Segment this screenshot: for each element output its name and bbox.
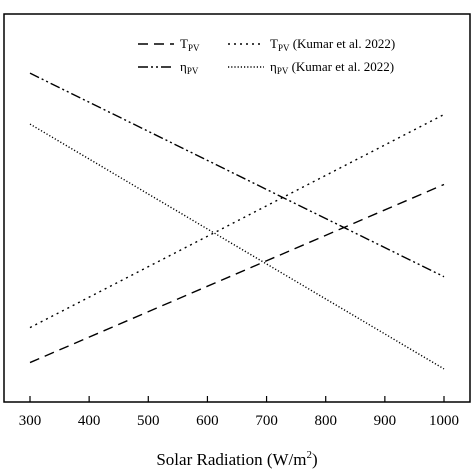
x-axis-ticks: 300 400 500 600 700 800 900 1000 xyxy=(19,396,459,429)
x-tick-label: 300 xyxy=(19,413,42,429)
legend-entry-1: TPV xyxy=(138,36,200,53)
legend-entry-3: TPV (Kumar et al. 2022) xyxy=(228,36,395,53)
series-line-3 xyxy=(29,113,445,329)
x-tick-label: 600 xyxy=(196,413,219,429)
series-lines xyxy=(29,72,445,370)
x-tick-label: 900 xyxy=(374,413,397,429)
legend-entry-4: ηPV (Kumar et al. 2022) xyxy=(228,59,394,76)
plot-frame xyxy=(3,13,471,403)
legend-label: TPV (Kumar et al. 2022) xyxy=(270,36,395,53)
series-line-1 xyxy=(29,183,445,364)
legend: TPV ηPV TPV (Kumar et al. 2022) ηPV (Kumar … xyxy=(138,36,395,76)
series-line-4 xyxy=(29,123,445,370)
x-tick-label: 500 xyxy=(137,413,160,429)
legend-label: ηPV (Kumar et al. 2022) xyxy=(270,59,394,76)
x-tick-label: 700 xyxy=(255,413,278,429)
x-tick-label: 400 xyxy=(78,413,101,429)
chart-axes xyxy=(3,13,471,403)
series-line-2 xyxy=(29,72,445,278)
legend-label: ηPV xyxy=(180,59,199,76)
x-tick-label: 800 xyxy=(314,413,337,429)
x-tick-label: 1000 xyxy=(429,413,459,429)
x-axis-label: Solar Radiation (W/m2) xyxy=(156,449,317,469)
legend-label: TPV xyxy=(180,36,200,53)
legend-entry-2: ηPV xyxy=(138,59,199,76)
